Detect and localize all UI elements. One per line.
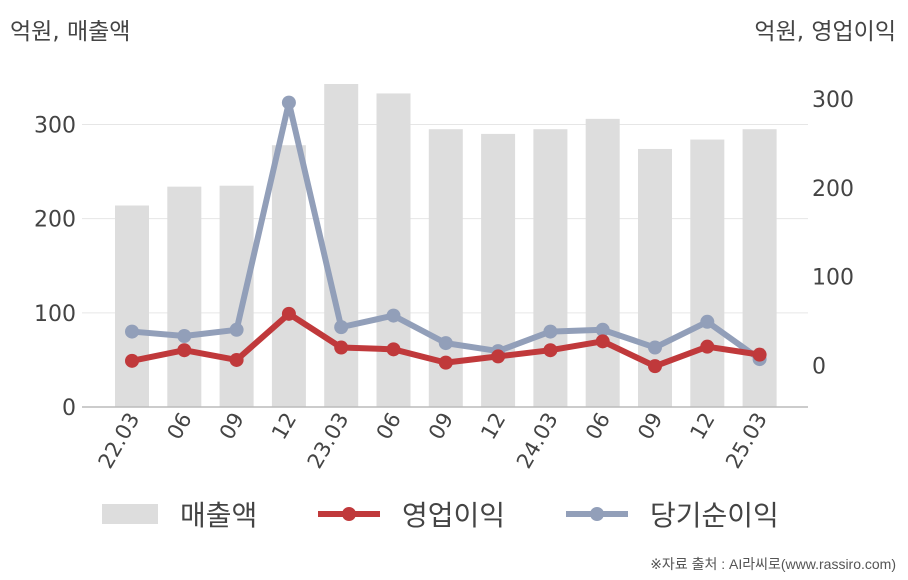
- chart-legend: 매출액 영업이익 당기순이익: [0, 492, 908, 536]
- legend-swatch-revenue: [102, 504, 158, 524]
- right-axis-tick-label: 300: [812, 88, 854, 113]
- net-income-point: [229, 322, 244, 337]
- operating-profit-point: [543, 343, 558, 358]
- x-axis-tick-label: 06: [162, 409, 196, 444]
- x-axis-tick-label: 23.03: [303, 409, 354, 473]
- right-axis-tick-label: 0: [812, 354, 826, 379]
- revenue-bar: [533, 129, 568, 408]
- net-income-point: [334, 320, 349, 335]
- legend-item-revenue: 매출액: [102, 492, 257, 536]
- operating-profit-point: [229, 352, 244, 367]
- left-axis-tick-label: 200: [34, 208, 76, 233]
- operating-profit-point: [125, 353, 139, 368]
- revenue-bar: [690, 139, 725, 408]
- operating-profit-point: [438, 355, 453, 370]
- revenue-bar: [585, 118, 620, 407]
- operating-profit-point: [752, 347, 767, 362]
- operating-profit-point: [648, 359, 662, 374]
- x-axis-tick-label: 09: [424, 409, 458, 444]
- net-income-point: [595, 322, 610, 337]
- legend-item-operating-profit: 영업이익: [318, 492, 505, 536]
- x-axis-tick-label: 06: [372, 409, 406, 444]
- operating-profit-point: [700, 339, 715, 354]
- operating-profit-point: [491, 349, 506, 364]
- revenue-bar: [219, 185, 254, 407]
- x-axis-tick-label: 06: [581, 409, 615, 444]
- left-axis-unit-label: 억원, 매출액: [10, 19, 131, 45]
- x-axis-tick-label: 12: [685, 409, 719, 444]
- left-axis-tick-label: 0: [62, 396, 76, 421]
- operating-profit-point: [386, 342, 401, 357]
- legend-label-operating-profit: 영업이익: [402, 499, 506, 532]
- operating-profit-point: [334, 340, 349, 355]
- source-credit: ※자료 출처 : AI라씨로(www.rassiro.com): [650, 556, 896, 572]
- x-axis-tick-label: 12: [476, 408, 510, 443]
- net-income-point: [648, 340, 662, 355]
- x-axis-tick-label: 22.03: [93, 409, 144, 473]
- net-income-point: [177, 329, 192, 344]
- right-axis-tick-label: 100: [812, 266, 854, 291]
- legend-label-revenue: 매출액: [180, 499, 258, 532]
- x-axis-tick-label: 09: [633, 409, 667, 444]
- net-income-point: [543, 324, 558, 339]
- x-axis-tick-label: 24.03: [512, 409, 563, 473]
- legend-item-net-income: 당기순이익: [566, 492, 779, 536]
- net-income-point: [125, 324, 139, 339]
- revenue-bar: [376, 93, 411, 408]
- left-axis-tick-label: 300: [34, 114, 76, 139]
- net-income-point: [438, 336, 453, 351]
- legend-swatch-operating-profit: [318, 504, 380, 524]
- x-axis-tick-label: 09: [215, 409, 249, 444]
- net-income-point: [700, 314, 715, 329]
- left-axis-tick-label: 100: [34, 302, 76, 327]
- legend-swatch-net-income: [566, 504, 628, 524]
- right-axis-unit-label: 억원, 영업이익: [754, 19, 896, 45]
- revenue-bar: [115, 205, 149, 407]
- net-income-point: [386, 308, 401, 323]
- right-axis-tick-label: 200: [812, 177, 854, 202]
- x-axis-tick-label: 12: [267, 409, 301, 444]
- revenue-bar: [167, 186, 202, 407]
- revenue-bar: [271, 145, 306, 407]
- operating-profit-point: [177, 343, 192, 358]
- x-axis-tick-label: 25.03: [721, 409, 772, 473]
- operating-profit-point: [281, 306, 296, 321]
- revenue-bar: [324, 84, 359, 407]
- operating-profit-point: [595, 334, 610, 349]
- legend-label-net-income: 당기순이익: [650, 499, 779, 532]
- revenue-bar: [481, 133, 516, 407]
- net-income-point: [281, 95, 296, 110]
